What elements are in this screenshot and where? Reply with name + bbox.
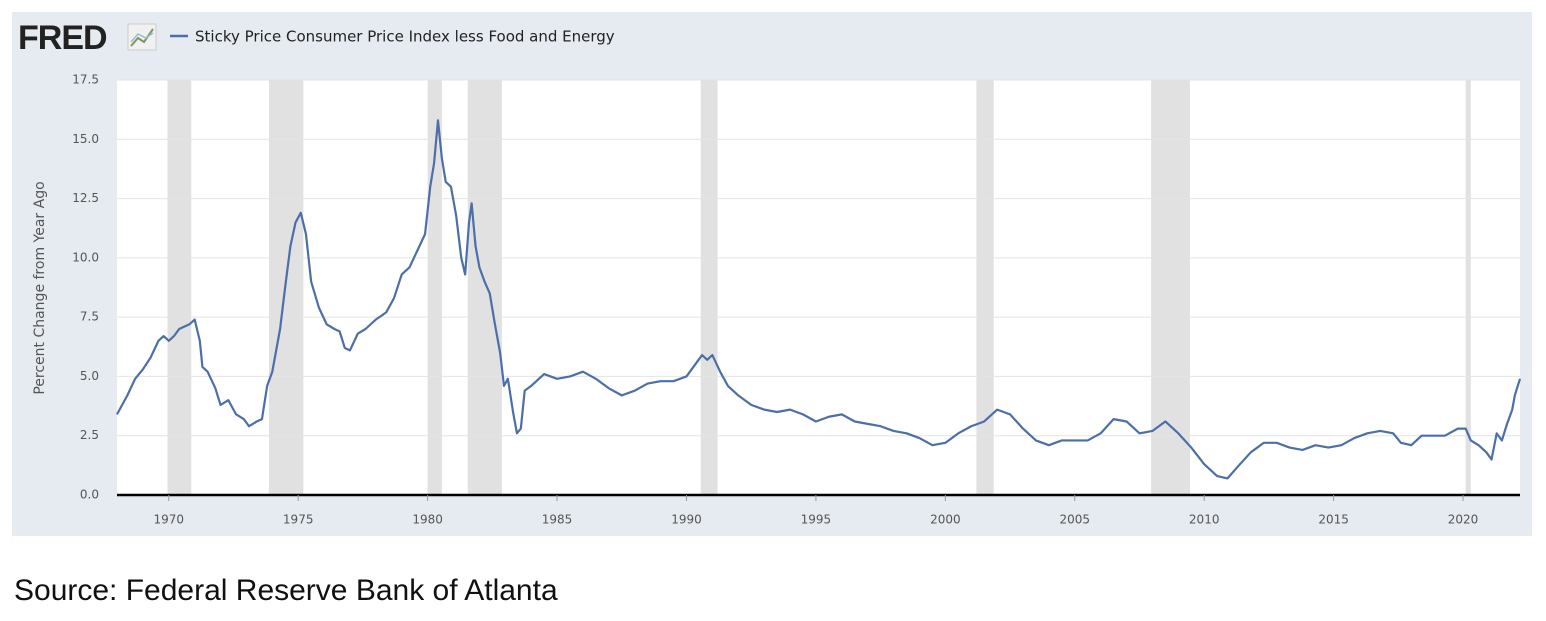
x-tick-label: 1975	[283, 513, 314, 527]
recession	[1151, 80, 1190, 495]
recession	[167, 80, 192, 495]
x-tick-label: 2015	[1318, 513, 1349, 527]
y-tick-label: 15.0	[72, 132, 99, 146]
x-tick-label: 1970	[153, 513, 184, 527]
legend-label: Sticky Price Consumer Price Index less F…	[195, 28, 615, 46]
x-tick-label: 1985	[542, 513, 573, 527]
recession	[467, 80, 502, 495]
x-tick-label: 1990	[671, 513, 702, 527]
recession	[1465, 80, 1471, 495]
y-tick-label: 7.5	[80, 310, 99, 324]
plot-area	[117, 80, 1520, 495]
source: Source: Federal Reserve Bank of Atlanta	[14, 574, 558, 607]
series-line	[116, 119, 1522, 480]
recession	[976, 80, 994, 495]
y-tick-label: 10.0	[72, 250, 99, 264]
y-tick-label: 17.5	[72, 73, 99, 87]
x-tick-label: 2010	[1189, 513, 1220, 527]
x-tick-label: 2000	[930, 513, 961, 527]
x-tick-label: 2020	[1448, 513, 1479, 527]
recession	[700, 80, 718, 495]
x-tick-label: 1995	[801, 513, 832, 527]
y-tick-label: 5.0	[80, 369, 99, 383]
y-tick-label: 0.0	[80, 488, 99, 502]
logo-icon	[127, 23, 157, 51]
x-tick-label: 2005	[1059, 513, 1090, 527]
y-axis-label: Percent Change from Year Ago	[32, 181, 48, 394]
y-tick-label: 12.5	[72, 191, 99, 205]
logo: FRED	[18, 19, 107, 57]
x-tick-label: 1980	[412, 513, 443, 527]
y-tick-label: 2.5	[80, 428, 99, 442]
